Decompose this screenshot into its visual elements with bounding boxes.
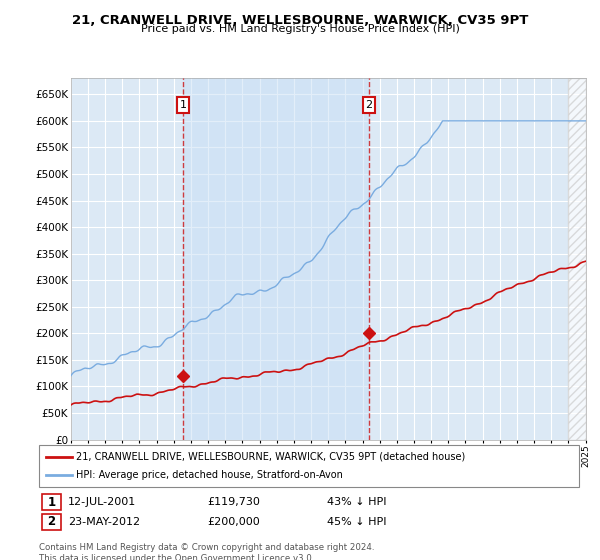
Text: 21, CRANWELL DRIVE, WELLESBOURNE, WARWICK, CV35 9PT (detached house): 21, CRANWELL DRIVE, WELLESBOURNE, WARWIC… bbox=[76, 452, 466, 462]
Text: HPI: Average price, detached house, Stratford-on-Avon: HPI: Average price, detached house, Stra… bbox=[76, 470, 343, 480]
Text: 1: 1 bbox=[179, 100, 187, 110]
Text: 12-JUL-2001: 12-JUL-2001 bbox=[68, 497, 136, 507]
Text: 45% ↓ HPI: 45% ↓ HPI bbox=[327, 517, 386, 527]
Bar bbox=[183, 78, 369, 440]
Text: 2: 2 bbox=[47, 515, 56, 529]
Text: Contains HM Land Registry data © Crown copyright and database right 2024.
This d: Contains HM Land Registry data © Crown c… bbox=[39, 543, 374, 560]
Text: 21, CRANWELL DRIVE, WELLESBOURNE, WARWICK, CV35 9PT: 21, CRANWELL DRIVE, WELLESBOURNE, WARWIC… bbox=[72, 14, 528, 27]
Text: £200,000: £200,000 bbox=[207, 517, 260, 527]
Text: 2: 2 bbox=[365, 100, 373, 110]
Text: 1: 1 bbox=[47, 496, 56, 509]
Text: £119,730: £119,730 bbox=[207, 497, 260, 507]
Text: 23-MAY-2012: 23-MAY-2012 bbox=[68, 517, 140, 527]
Text: Price paid vs. HM Land Registry's House Price Index (HPI): Price paid vs. HM Land Registry's House … bbox=[140, 24, 460, 34]
Text: 43% ↓ HPI: 43% ↓ HPI bbox=[327, 497, 386, 507]
Bar bbox=[568, 78, 586, 440]
